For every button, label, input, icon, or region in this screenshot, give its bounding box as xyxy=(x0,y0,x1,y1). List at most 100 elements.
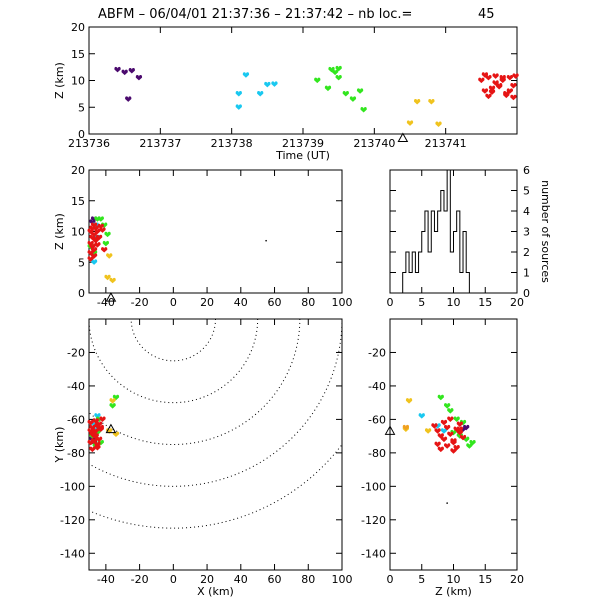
x-tick-label: 213738 xyxy=(211,137,253,150)
y-tick-label: 20 xyxy=(71,21,85,34)
source-point xyxy=(447,431,454,438)
source-point xyxy=(440,428,448,434)
source-point xyxy=(94,444,101,451)
x-tick-label: 0 xyxy=(387,573,394,586)
x-height-panel: -40 -20 0 20 40 60 80 100 0 5 10 15 20 Z (km) xyxy=(53,164,353,309)
station-marker xyxy=(384,425,396,435)
source-point xyxy=(488,85,496,92)
source-point xyxy=(512,73,519,79)
y-tick-label: 2 xyxy=(523,246,530,259)
x-tick-label: 20 xyxy=(200,573,214,586)
y-tick-label: -20 xyxy=(67,346,85,359)
source-point xyxy=(349,96,357,102)
source-point xyxy=(104,274,111,281)
source-point xyxy=(87,250,94,256)
source-point xyxy=(478,77,485,84)
source-points xyxy=(87,394,120,453)
source-point xyxy=(87,240,94,247)
source-point xyxy=(447,408,454,414)
source-point xyxy=(265,239,267,242)
y-axis-label: Z (km) xyxy=(53,213,66,250)
source-point xyxy=(450,438,457,444)
source-point xyxy=(492,80,499,86)
y-tick-label: 0 xyxy=(78,128,85,141)
y-tick-label: 1 xyxy=(523,267,530,280)
y-tick-label: -20 xyxy=(368,346,386,359)
source-point xyxy=(437,446,444,453)
source-points xyxy=(114,65,519,127)
plot-frame xyxy=(88,26,518,135)
source-point xyxy=(101,247,108,253)
x-tick-label: 100 xyxy=(332,296,353,309)
source-point xyxy=(356,88,364,94)
source-point xyxy=(125,96,132,102)
source-point xyxy=(413,99,421,105)
source-point xyxy=(405,398,413,404)
source-point xyxy=(94,242,101,248)
source-points xyxy=(402,394,476,504)
source-point xyxy=(492,73,499,79)
source-point xyxy=(314,77,321,84)
x-tick-label: 0 xyxy=(387,296,394,309)
x-tick-label: 20 xyxy=(510,296,524,309)
source-point xyxy=(466,443,473,449)
source-point xyxy=(456,421,463,428)
source-point xyxy=(331,69,339,76)
source-point xyxy=(89,446,96,453)
source-point xyxy=(89,243,96,250)
source-point xyxy=(90,247,98,253)
source-point xyxy=(444,443,451,449)
x-tick-label: 5 xyxy=(418,573,425,586)
source-point xyxy=(437,433,444,439)
source-point xyxy=(335,65,342,72)
y-tick-label: 15 xyxy=(71,195,85,208)
y-tick-label: -80 xyxy=(67,447,85,460)
source-point xyxy=(90,259,98,265)
y-tick-label: -120 xyxy=(60,514,85,527)
source-point xyxy=(235,104,242,110)
x-tick-label: 80 xyxy=(301,573,315,586)
source-point xyxy=(97,424,104,431)
y-tick-label: 5 xyxy=(523,185,530,198)
x-tick-label: -40 xyxy=(97,296,115,309)
source-point xyxy=(488,89,496,95)
source-point xyxy=(463,424,470,431)
range-ring xyxy=(89,319,259,404)
x-tick-label: 10 xyxy=(447,296,461,309)
x-axis-label: Time (UT) xyxy=(275,149,330,162)
y-axis-label: number of sources xyxy=(539,180,552,283)
source-point xyxy=(453,416,460,422)
figure-title: ABFM – 06/04/01 21:37:36 – 21:37:42 – nb… xyxy=(98,7,412,22)
source-point xyxy=(99,227,106,233)
x-tick-label: 100 xyxy=(332,573,353,586)
y-tick-label: -60 xyxy=(368,413,386,426)
source-point xyxy=(360,107,367,113)
source-points xyxy=(87,216,267,284)
source-point xyxy=(446,502,448,504)
y-tick-label: 3 xyxy=(523,226,530,239)
y-tick-label: -40 xyxy=(67,380,85,393)
time-height-panel: 213736 213737 213738 213739 213740 213741 0 5 10… xyxy=(53,21,519,162)
source-point xyxy=(499,74,506,81)
source-point xyxy=(499,77,506,84)
y-tick-label: -140 xyxy=(361,547,386,560)
y-tick-label: 0 xyxy=(523,287,530,300)
source-point xyxy=(90,438,98,444)
y-tick-label: 0 xyxy=(78,287,85,300)
source-point xyxy=(506,88,514,94)
source-point xyxy=(264,81,271,88)
source-point xyxy=(453,444,460,451)
y-tick-label: -140 xyxy=(60,547,85,560)
source-point xyxy=(434,441,441,448)
source-point xyxy=(109,403,116,409)
source-point xyxy=(89,219,96,225)
station-marker xyxy=(397,132,409,142)
source-point xyxy=(481,88,489,94)
y-tick-label: 4 xyxy=(523,205,530,218)
source-point xyxy=(109,398,116,404)
y-tick-label: 20 xyxy=(71,164,85,177)
x-tick-label: 0 xyxy=(170,573,177,586)
source-point xyxy=(102,240,110,247)
y-axis-label: Y (km) xyxy=(53,427,66,464)
